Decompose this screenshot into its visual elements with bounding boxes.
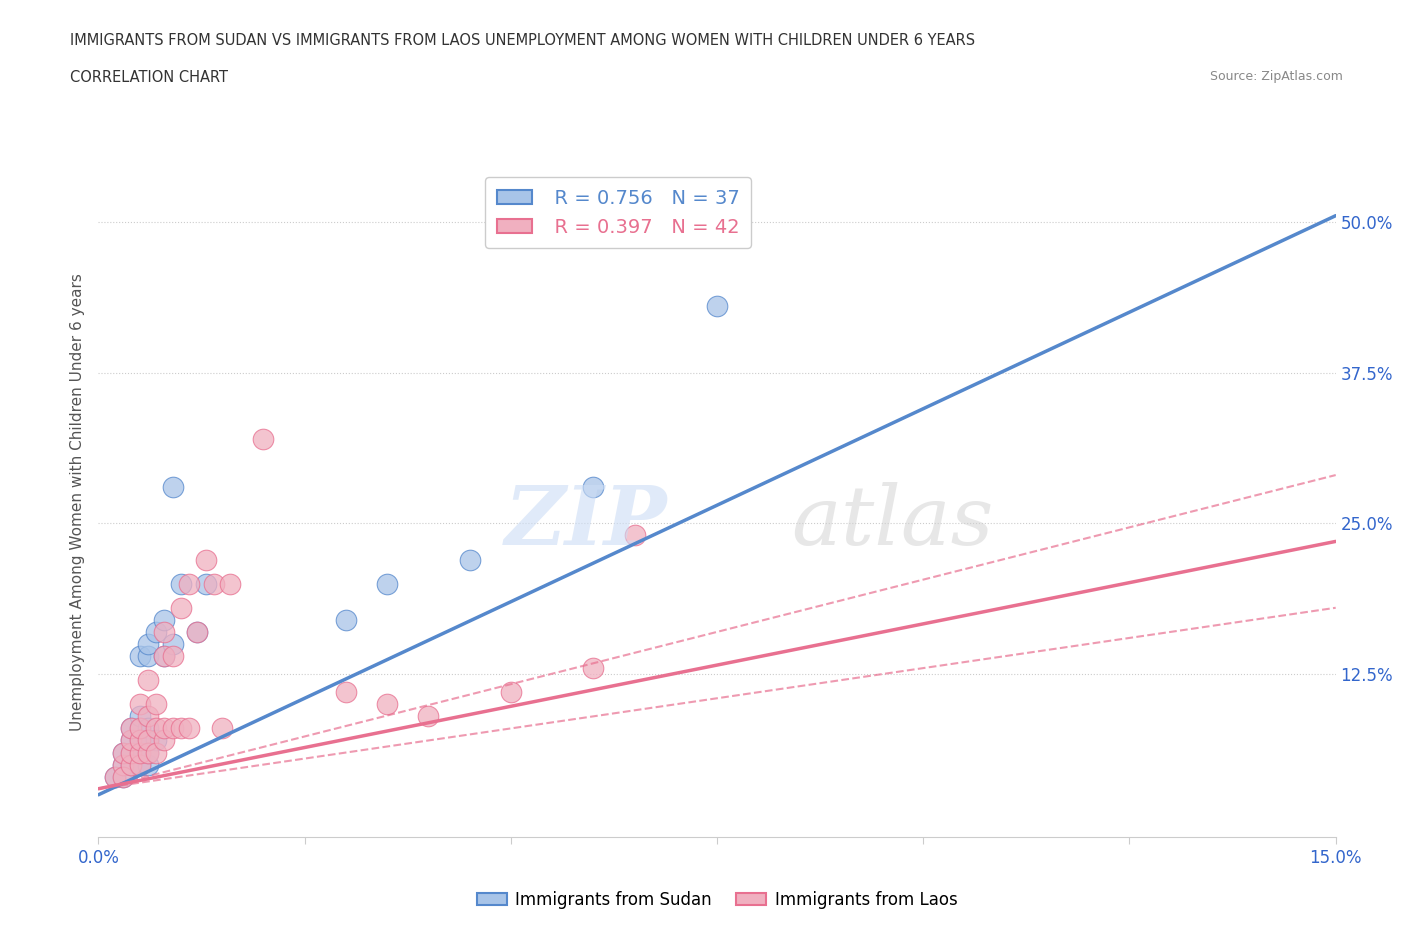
Point	[162, 480, 184, 495]
Text: ZIP: ZIP	[505, 483, 668, 563]
Point	[120, 757, 142, 772]
Point	[153, 648, 176, 663]
Point	[120, 745, 142, 760]
Point	[375, 697, 398, 711]
Point	[162, 721, 184, 736]
Point	[458, 552, 481, 567]
Point	[219, 577, 242, 591]
Point	[136, 745, 159, 760]
Point	[170, 721, 193, 736]
Point	[112, 745, 135, 760]
Point	[145, 721, 167, 736]
Point	[128, 757, 150, 772]
Point	[153, 612, 176, 627]
Point	[375, 577, 398, 591]
Point	[120, 733, 142, 748]
Point	[162, 648, 184, 663]
Point	[128, 721, 150, 736]
Point	[153, 733, 176, 748]
Point	[112, 769, 135, 784]
Point	[112, 757, 135, 772]
Point	[202, 577, 225, 591]
Text: Source: ZipAtlas.com: Source: ZipAtlas.com	[1209, 70, 1343, 83]
Y-axis label: Unemployment Among Women with Children Under 6 years: Unemployment Among Women with Children U…	[69, 273, 84, 731]
Point	[128, 697, 150, 711]
Point	[104, 769, 127, 784]
Point	[136, 733, 159, 748]
Point	[252, 432, 274, 446]
Point	[128, 648, 150, 663]
Point	[194, 552, 217, 567]
Point	[170, 601, 193, 616]
Point	[335, 684, 357, 699]
Point	[145, 697, 167, 711]
Point	[136, 757, 159, 772]
Point	[120, 721, 142, 736]
Point	[418, 709, 440, 724]
Point	[128, 733, 150, 748]
Point	[136, 733, 159, 748]
Point	[128, 757, 150, 772]
Point	[112, 769, 135, 784]
Point	[104, 769, 127, 784]
Point	[186, 624, 208, 639]
Point	[136, 672, 159, 687]
Point	[170, 577, 193, 591]
Point	[128, 757, 150, 772]
Point	[128, 733, 150, 748]
Point	[153, 648, 176, 663]
Text: atlas: atlas	[792, 483, 994, 563]
Point	[136, 745, 159, 760]
Point	[128, 721, 150, 736]
Point	[145, 733, 167, 748]
Point	[145, 745, 167, 760]
Text: CORRELATION CHART: CORRELATION CHART	[70, 70, 228, 85]
Point	[153, 721, 176, 736]
Point	[128, 745, 150, 760]
Point	[136, 709, 159, 724]
Point	[120, 757, 142, 772]
Point	[128, 745, 150, 760]
Point	[136, 636, 159, 651]
Point	[179, 577, 201, 591]
Legend: Immigrants from Sudan, Immigrants from Laos: Immigrants from Sudan, Immigrants from L…	[470, 884, 965, 916]
Point	[153, 624, 176, 639]
Point	[211, 721, 233, 736]
Point	[194, 577, 217, 591]
Point	[335, 612, 357, 627]
Point	[179, 721, 201, 736]
Point	[112, 757, 135, 772]
Point	[120, 721, 142, 736]
Point	[706, 299, 728, 313]
Point	[582, 480, 605, 495]
Point	[136, 721, 159, 736]
Point	[623, 528, 645, 543]
Point	[582, 660, 605, 675]
Point	[499, 684, 522, 699]
Text: IMMIGRANTS FROM SUDAN VS IMMIGRANTS FROM LAOS UNEMPLOYMENT AMONG WOMEN WITH CHIL: IMMIGRANTS FROM SUDAN VS IMMIGRANTS FROM…	[70, 33, 976, 47]
Point	[128, 709, 150, 724]
Point	[120, 757, 142, 772]
Point	[186, 624, 208, 639]
Point	[136, 648, 159, 663]
Point	[162, 636, 184, 651]
Point	[145, 624, 167, 639]
Point	[120, 745, 142, 760]
Point	[112, 745, 135, 760]
Point	[120, 733, 142, 748]
Point	[128, 745, 150, 760]
